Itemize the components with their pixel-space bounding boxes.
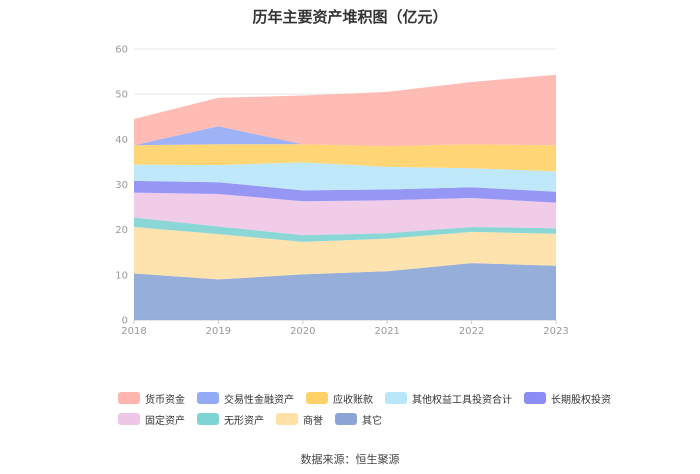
x-tick-label: 2019 xyxy=(206,326,231,337)
area-series-0 xyxy=(134,263,556,320)
legend-label: 货币资金 xyxy=(145,394,185,406)
legend-item[interactable]: 其它 xyxy=(335,412,382,427)
data-source-note: 数据来源：恒生聚源 xyxy=(300,453,400,466)
legend-label: 应收账款 xyxy=(333,394,373,406)
y-tick-label: 20 xyxy=(115,225,128,236)
legend-swatch xyxy=(197,413,219,425)
legend-label: 其它 xyxy=(362,415,382,427)
legend-label: 交易性金融资产 xyxy=(224,394,294,406)
x-tick-label: 2018 xyxy=(121,326,146,337)
legend-item[interactable]: 交易性金融资产 xyxy=(197,391,294,406)
legend-item[interactable]: 固定资产 xyxy=(118,412,185,427)
legend-label: 固定资产 xyxy=(145,415,185,427)
x-tick-label: 2020 xyxy=(290,326,315,337)
legend-swatch xyxy=(118,392,140,404)
y-tick-label: 10 xyxy=(115,270,128,281)
legend-item[interactable]: 长期股权投资 xyxy=(524,391,611,406)
legend-label: 其他权益工具投资合计 xyxy=(412,394,512,406)
legend-swatch xyxy=(385,392,407,404)
y-tick-label: 50 xyxy=(115,90,128,101)
legend-label: 长期股权投资 xyxy=(551,394,611,406)
area-series-2 xyxy=(134,217,556,242)
legend-row-1: 货币资金 交易性金融资产 应收账款 其他权益工具投资合计 长期股权投资 xyxy=(118,389,611,407)
legend-swatch xyxy=(524,392,546,404)
x-tick-label: 2021 xyxy=(374,326,399,337)
area-series-1 xyxy=(134,226,556,280)
x-tick-label: 2022 xyxy=(459,326,484,337)
y-tick-label: 40 xyxy=(115,135,128,146)
area-series-7 xyxy=(134,126,556,147)
chart-title: 历年主要资产堆积图（亿元） xyxy=(252,8,448,26)
legend-swatch xyxy=(306,392,328,404)
area-series-4 xyxy=(134,180,556,203)
legend-label: 无形资产 xyxy=(224,415,264,427)
legend-item[interactable]: 货币资金 xyxy=(118,391,185,406)
y-tick-label: 60 xyxy=(115,45,128,56)
legend: 货币资金 交易性金融资产 应收账款 其他权益工具投资合计 长期股权投资 固定资产 无形资产… xyxy=(118,389,611,428)
legend-label: 商誉 xyxy=(303,415,323,427)
y-tick-label: 0 xyxy=(122,316,128,327)
area-series-5 xyxy=(134,162,556,192)
legend-swatch xyxy=(118,413,140,425)
legend-item[interactable]: 无形资产 xyxy=(197,412,264,427)
area-series-6 xyxy=(134,144,556,172)
legend-swatch xyxy=(276,413,298,425)
area-series-3 xyxy=(134,192,556,236)
area-series-8 xyxy=(134,74,556,147)
axis-layer: 0 10 20 30 40 50 60 2018 2019 2020 2021 2022 2023 xyxy=(115,45,568,338)
legend-item[interactable]: 其他权益工具投资合计 xyxy=(385,391,512,406)
y-tick-label: 30 xyxy=(115,180,128,191)
area-layer xyxy=(134,74,556,320)
legend-item[interactable]: 商誉 xyxy=(276,412,323,427)
legend-swatch xyxy=(197,392,219,404)
legend-swatch xyxy=(335,413,357,425)
legend-item[interactable]: 应收账款 xyxy=(306,391,373,406)
x-tick-label: 2023 xyxy=(543,326,568,337)
legend-row-2: 固定资产 无形资产 商誉 其它 xyxy=(118,410,598,428)
